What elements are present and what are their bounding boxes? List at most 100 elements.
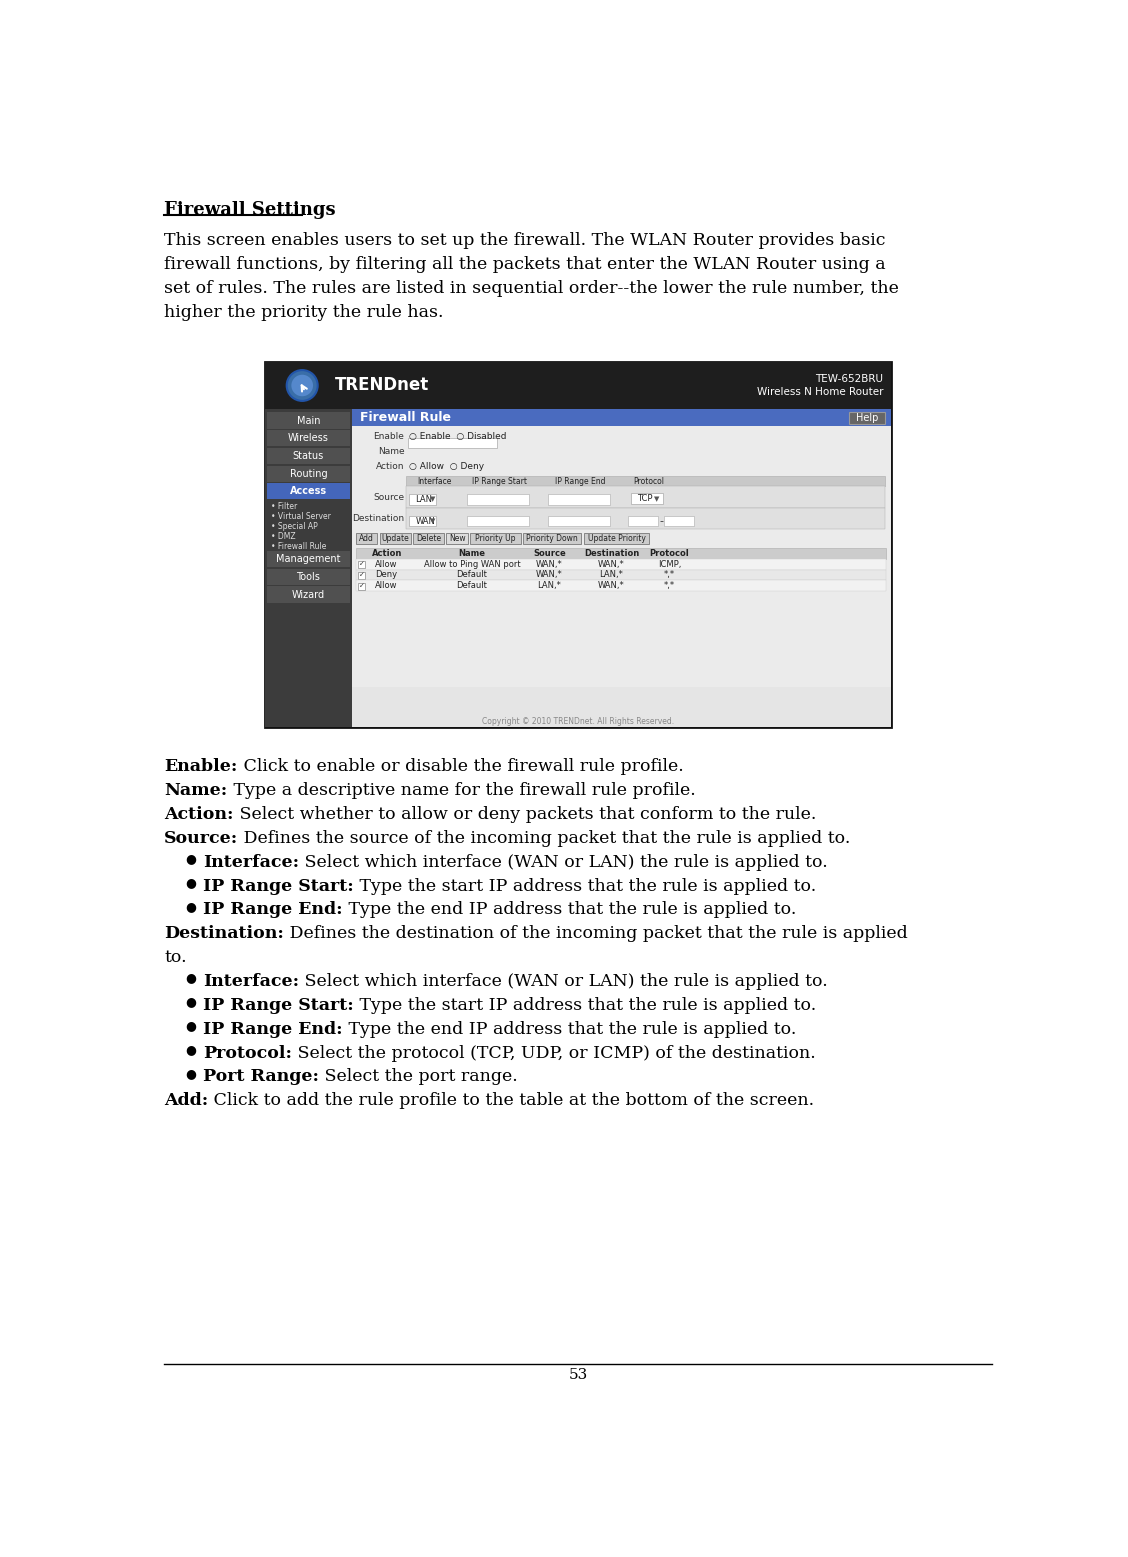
Bar [266, 448, 351, 464]
Text: New: New [449, 534, 466, 543]
Text: • Filter: • Filter [271, 501, 298, 511]
Text: Select the protocol (TCP, UDP, or ICMP) of the destination.: Select the protocol (TCP, UDP, or ICMP) … [292, 1045, 816, 1062]
Text: Select which interface (WAN or LAN) the rule is applied to.: Select which interface (WAN or LAN) the … [299, 973, 828, 990]
Text: ✓: ✓ [359, 561, 364, 567]
Text: Type the end IP address that the rule is applied to.: Type the end IP address that the rule is… [343, 1021, 796, 1039]
Text: Type the end IP address that the rule is applied to.: Type the end IP address that the rule is… [343, 902, 796, 919]
Text: Source: Source [373, 492, 405, 501]
Text: Priority Down: Priority Down [527, 534, 578, 543]
Text: Enable:: Enable: [165, 758, 238, 775]
Bar [266, 551, 351, 567]
Text: Source:: Source: [165, 830, 238, 847]
Text: Interface: Interface [416, 476, 451, 486]
Text: Click to add the rule profile to the table at the bottom of the screen.: Click to add the rule profile to the tab… [209, 1093, 814, 1109]
Text: Name:: Name: [165, 782, 228, 799]
Text: Protocol:: Protocol: [203, 1045, 292, 1062]
Text: LAN,*: LAN,* [537, 581, 562, 590]
Text: Source: Source [534, 550, 566, 557]
Text: Update: Update [381, 534, 409, 543]
Text: LAN: LAN [415, 495, 432, 504]
Text: Action: Action [376, 462, 405, 470]
Text: Default: Default [457, 581, 487, 590]
Text: ●: ● [185, 972, 196, 984]
Text: Tools: Tools [297, 571, 320, 582]
Bar [266, 483, 351, 500]
Bar [355, 570, 885, 581]
Text: IP Range End:: IP Range End: [203, 902, 343, 919]
Bar [355, 581, 885, 592]
Text: ●: ● [185, 995, 196, 1009]
Text: Status: Status [293, 452, 324, 461]
Text: TEW-652BRU: TEW-652BRU [816, 374, 883, 383]
Bar [265, 409, 352, 727]
Text: • Special AP: • Special AP [271, 522, 318, 531]
Text: Allow: Allow [376, 559, 398, 568]
Text: Allow to Ping WAN port: Allow to Ping WAN port [424, 559, 520, 568]
Text: 53: 53 [569, 1369, 588, 1383]
Text: Routing: Routing [290, 469, 327, 478]
Text: higher the priority the rule has.: higher the priority the rule has. [165, 304, 443, 321]
Bar [548, 515, 610, 526]
Text: This screen enables users to set up the firewall. The WLAN Router provides basic: This screen enables users to set up the … [165, 232, 885, 249]
Bar [352, 427, 891, 687]
Text: Interface:: Interface: [203, 973, 299, 990]
Text: Priority Up: Priority Up [475, 534, 515, 543]
Text: ▼: ▼ [430, 518, 435, 525]
Text: IP Range Start: IP Range Start [472, 476, 527, 486]
Bar [583, 534, 650, 543]
Text: Copyright © 2010 TRENDnet. All Rights Reserved.: Copyright © 2010 TRENDnet. All Rights Re… [482, 716, 675, 726]
Text: Name: Name [378, 447, 405, 456]
Text: ●: ● [185, 852, 196, 866]
Text: Add:: Add: [165, 1093, 209, 1109]
Bar [523, 534, 581, 543]
Text: LAN,*: LAN,* [599, 570, 624, 579]
Text: Port Range:: Port Range: [203, 1068, 319, 1085]
Text: WAN: WAN [415, 517, 435, 526]
Text: TCP: TCP [637, 494, 652, 503]
Text: ▼: ▼ [654, 495, 660, 501]
Bar [355, 559, 885, 570]
Text: Type a descriptive name for the firewall rule profile.: Type a descriptive name for the firewall… [228, 782, 695, 799]
Text: ○ Enable  ○ Disabled: ○ Enable ○ Disabled [409, 433, 506, 442]
Text: Defines the source of the incoming packet that the rule is applied to.: Defines the source of the incoming packe… [238, 830, 851, 847]
Bar [470, 534, 521, 543]
Bar [409, 494, 435, 504]
Text: Interface:: Interface: [203, 853, 299, 870]
Bar [266, 568, 351, 585]
Bar [266, 466, 351, 481]
Bar [358, 582, 365, 590]
Text: Destination: Destination [352, 514, 405, 523]
Circle shape [287, 371, 318, 400]
Text: Allow: Allow [376, 581, 398, 590]
Text: Enable: Enable [373, 433, 405, 442]
Text: ●: ● [185, 1020, 196, 1032]
Text: Type the start IP address that the rule is applied to.: Type the start IP address that the rule … [354, 996, 816, 1014]
Bar [409, 515, 435, 526]
Bar [358, 561, 365, 568]
Text: IP Range End:: IP Range End: [203, 1021, 343, 1039]
Bar [407, 438, 496, 448]
Text: • DMZ: • DMZ [271, 532, 296, 540]
Bar [358, 571, 365, 579]
Bar [467, 494, 529, 504]
Text: IP Range Start:: IP Range Start: [203, 996, 354, 1014]
Text: set of rules. The rules are listed in sequential order--the lower the rule numbe: set of rules. The rules are listed in se… [165, 280, 899, 297]
Bar [664, 515, 694, 526]
Text: ●: ● [185, 877, 196, 889]
Text: Action: Action [371, 550, 402, 557]
Text: firewall functions, by filtering all the packets that enter the WLAN Router usin: firewall functions, by filtering all the… [165, 257, 885, 272]
Bar [406, 508, 885, 529]
Bar [352, 409, 891, 727]
Text: ✓: ✓ [359, 582, 364, 589]
Bar [355, 534, 378, 543]
Text: Wireless: Wireless [288, 433, 329, 444]
Text: to.: to. [165, 950, 187, 967]
Text: Protocol: Protocol [650, 550, 689, 557]
Text: Default: Default [457, 570, 487, 579]
Text: ●: ● [185, 1043, 196, 1056]
Text: ▼: ▼ [430, 497, 435, 503]
Text: Deny: Deny [376, 570, 398, 579]
Text: WAN,*: WAN,* [536, 559, 563, 568]
Bar [406, 486, 885, 508]
Bar [355, 548, 885, 559]
